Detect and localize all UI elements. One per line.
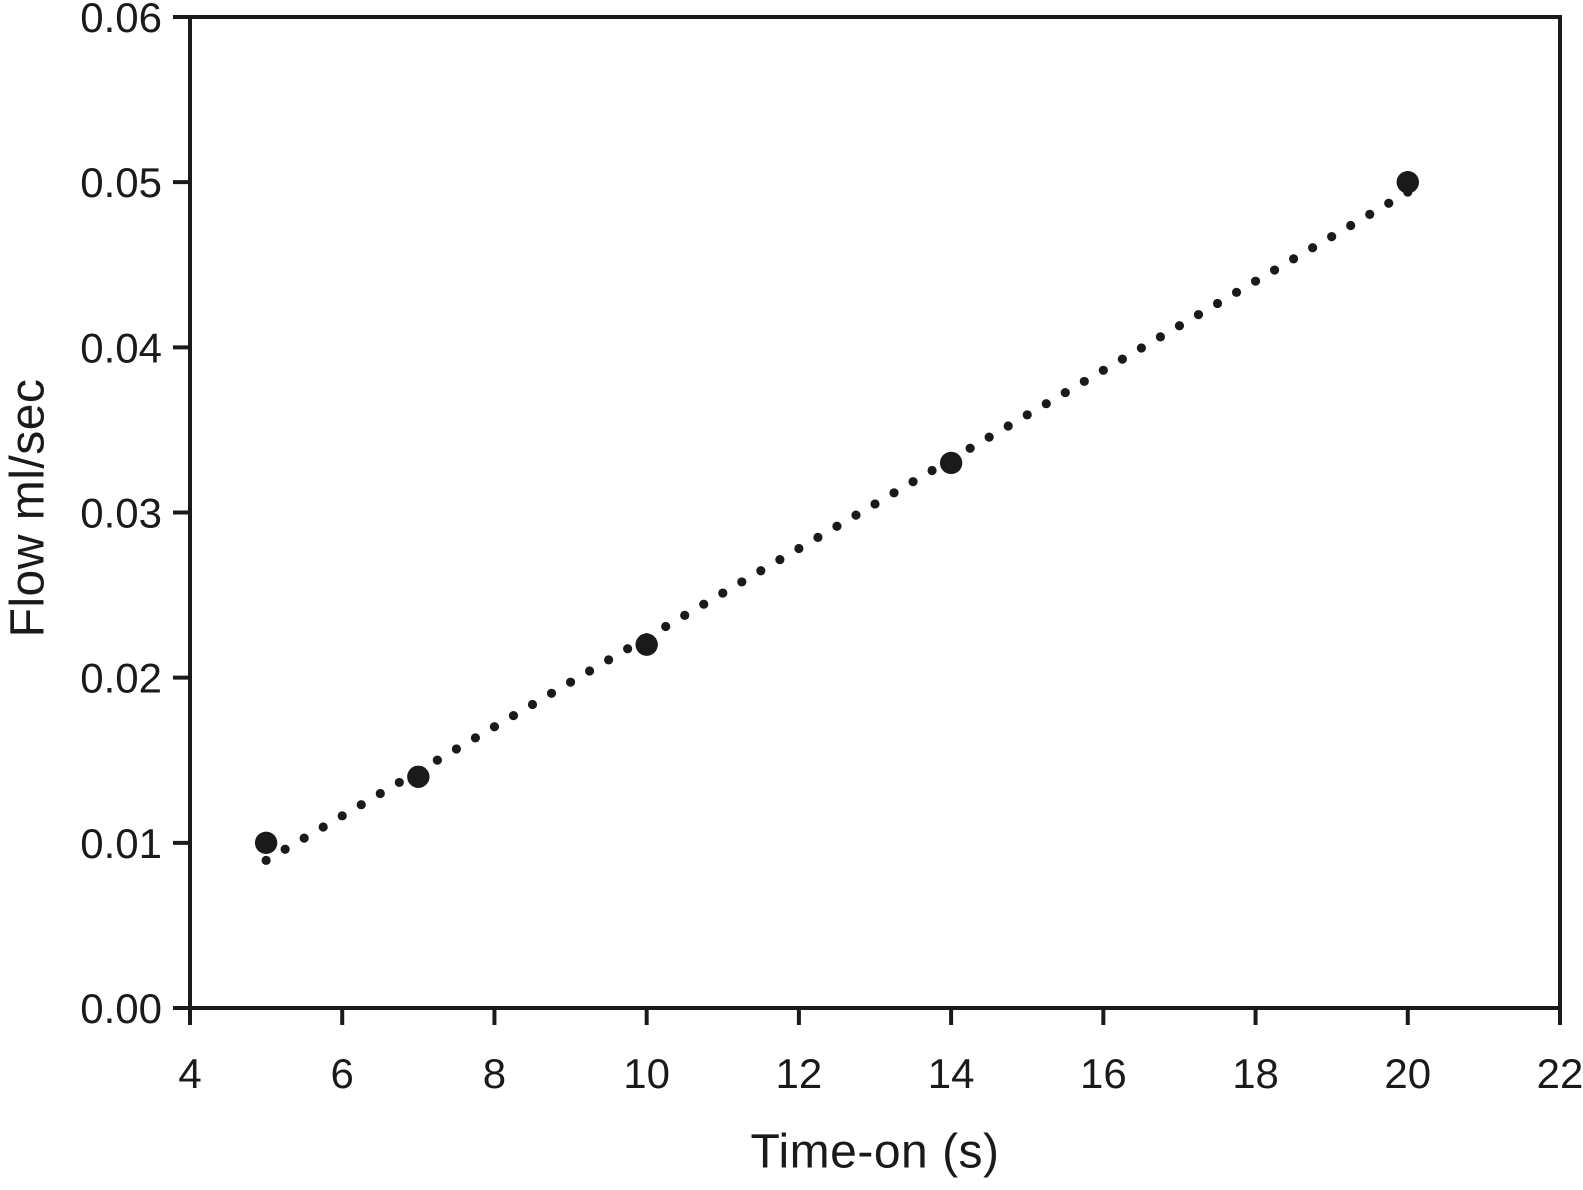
trendline-dot xyxy=(1193,309,1204,320)
x-tick-label: 10 xyxy=(623,1050,670,1097)
trendline-dot xyxy=(851,510,861,520)
trendline-dot xyxy=(1346,220,1356,231)
trendline-dot xyxy=(1041,399,1051,409)
trendline-dot xyxy=(546,688,557,698)
trendline-dot xyxy=(356,800,366,810)
trendline-dot xyxy=(280,844,290,854)
trendline-dot xyxy=(375,788,385,799)
y-tick-label: 0.06 xyxy=(80,0,162,41)
trendline-dot xyxy=(1022,410,1032,420)
trendline-dot xyxy=(699,599,709,609)
x-tick-label: 14 xyxy=(928,1050,975,1097)
plot-frame xyxy=(188,15,1562,1010)
trendline-dot xyxy=(794,543,804,554)
trendline-dot xyxy=(661,621,671,632)
trendline-dot xyxy=(1079,376,1089,387)
trendline-dot xyxy=(432,755,442,765)
x-tick-label: 8 xyxy=(483,1050,506,1097)
y-tick-label: 0.02 xyxy=(80,655,162,702)
trendline-dot xyxy=(965,443,975,453)
data-point xyxy=(254,831,278,855)
y-tick-label: 0.00 xyxy=(80,985,162,1032)
trendline-dot xyxy=(927,465,937,476)
trendline-dot xyxy=(718,588,728,598)
trendline-dot xyxy=(489,722,500,732)
trendline-dot xyxy=(870,499,880,509)
data-point xyxy=(635,633,658,656)
trendline-dot xyxy=(451,744,461,754)
trendline-dot xyxy=(984,432,994,442)
trendline-dot xyxy=(318,822,328,832)
trendline-dot xyxy=(261,855,271,865)
trendline-dot xyxy=(1327,232,1337,242)
data-point xyxy=(1396,170,1419,194)
data-point xyxy=(407,765,430,788)
trendline-dot xyxy=(299,833,309,843)
trendline-dot xyxy=(1117,354,1127,364)
y-axis-title: Flow ml/sec xyxy=(1,378,55,638)
trendline-dot xyxy=(1060,387,1070,398)
trendline-dot xyxy=(832,521,842,531)
trendline-dot xyxy=(756,566,766,576)
trendline-dot xyxy=(604,655,614,665)
trendline-dot xyxy=(813,532,823,542)
x-tick-label: 20 xyxy=(1384,1050,1431,1097)
y-tick-label: 0.01 xyxy=(80,820,162,867)
trendline-dot xyxy=(1212,298,1223,309)
trendline-dot xyxy=(680,610,690,620)
trendline-dot xyxy=(394,777,404,788)
trendline-dot xyxy=(1174,321,1185,331)
trendline-dot xyxy=(1384,198,1394,208)
trendline-dot xyxy=(584,666,595,676)
trendline-dot xyxy=(1308,243,1318,253)
trendline-dot xyxy=(1098,365,1108,375)
trendline-dot xyxy=(1231,287,1242,297)
trendline-dot xyxy=(889,488,899,498)
trendline-dot xyxy=(1003,421,1013,431)
x-tick-label: 22 xyxy=(1537,1050,1583,1097)
trendline-dot xyxy=(908,477,918,487)
x-tick-label: 18 xyxy=(1232,1050,1279,1097)
x-tick-label: 6 xyxy=(331,1050,354,1097)
trendline-dot xyxy=(775,555,785,565)
x-tick-label: 12 xyxy=(776,1050,823,1097)
trendline-dot xyxy=(527,699,538,710)
trendline-dot xyxy=(1365,209,1375,219)
y-tick-label: 0.03 xyxy=(80,490,162,537)
trendline-dot xyxy=(1250,276,1261,286)
trendline-dot xyxy=(623,644,633,654)
trendline-dot xyxy=(1155,332,1166,342)
trendline-dot xyxy=(470,733,481,743)
trendline-dot xyxy=(1136,343,1146,353)
x-axis-title: Time-on (s) xyxy=(750,1125,1000,1179)
y-tick-label: 0.05 xyxy=(80,159,162,206)
trendline-dot xyxy=(337,811,347,821)
y-tick-label: 0.04 xyxy=(80,324,162,371)
trendline-dot xyxy=(1269,265,1280,275)
trendline-dot xyxy=(565,677,576,687)
data-point xyxy=(939,451,963,475)
x-tick-label: 4 xyxy=(178,1050,201,1097)
trendline-dot xyxy=(737,577,747,587)
x-tick-label: 16 xyxy=(1080,1050,1127,1097)
trendline-dot xyxy=(508,710,519,721)
trendline-dot xyxy=(1289,254,1299,264)
